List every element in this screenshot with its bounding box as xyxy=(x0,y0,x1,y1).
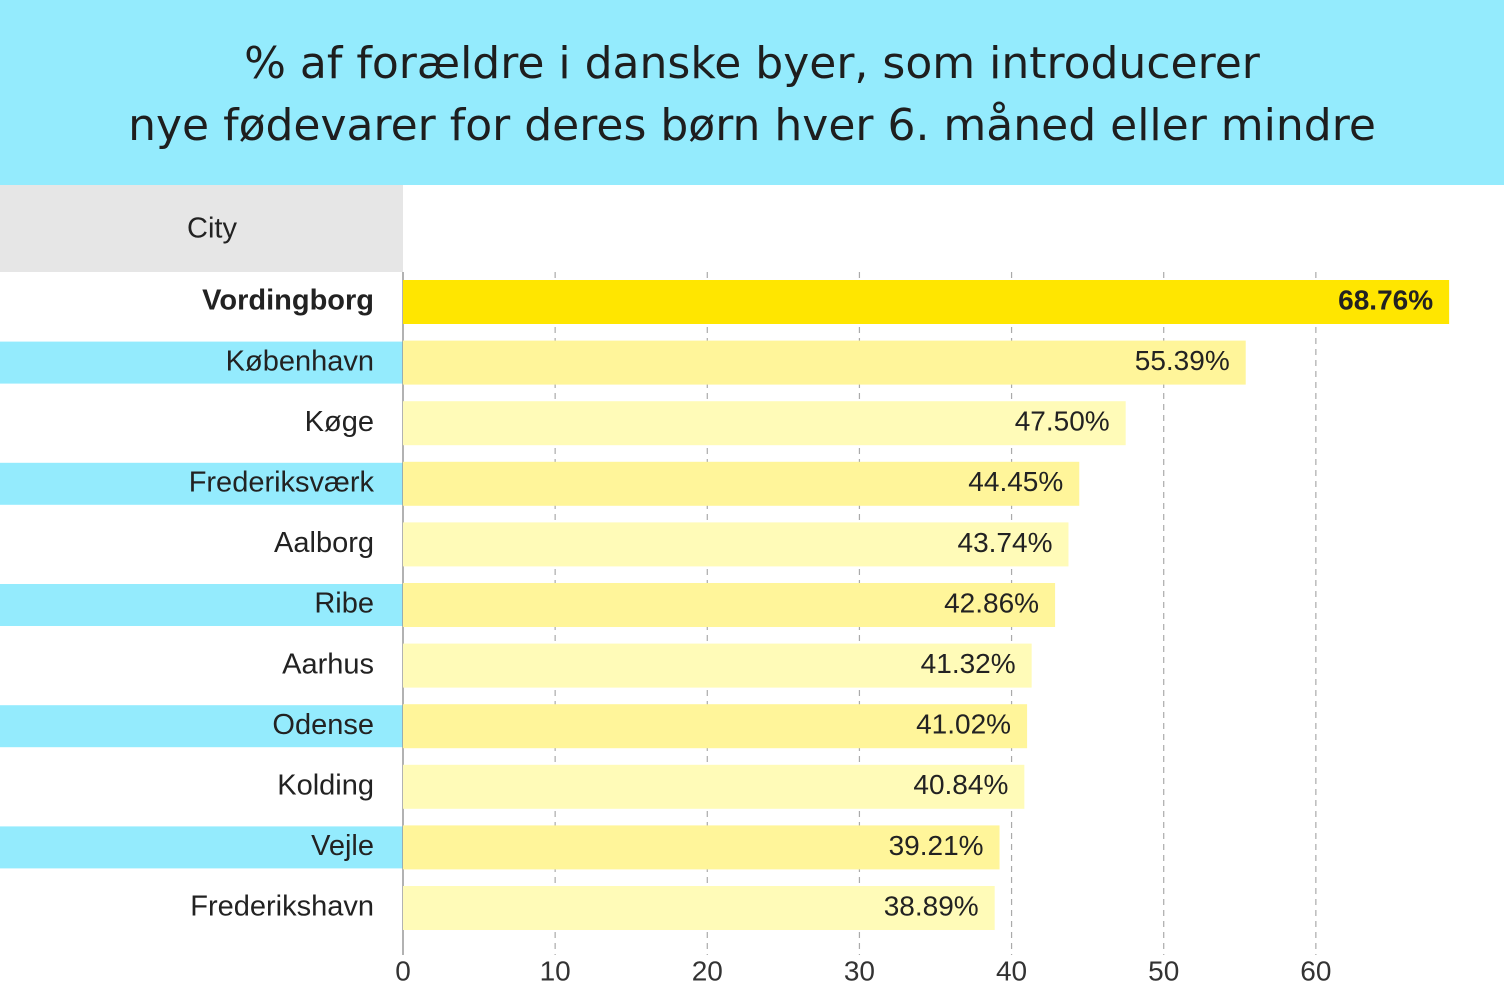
bar xyxy=(403,764,1025,809)
header-cell xyxy=(0,185,403,272)
row-stripe xyxy=(0,826,403,869)
bar xyxy=(403,643,1032,688)
chart-title: % af forældre i danske byer, som introdu… xyxy=(244,38,1261,89)
y-tick-label: Odense xyxy=(272,709,374,741)
x-tick-label: 40 xyxy=(996,955,1027,986)
y-tick-label: Frederikshavn xyxy=(190,891,374,923)
y-axis-title: City xyxy=(187,213,237,245)
bar xyxy=(403,886,995,930)
y-tick-label: Kolding xyxy=(277,769,374,801)
row-stripe xyxy=(0,705,403,748)
bar xyxy=(403,401,1126,446)
data-label: 44.45% xyxy=(968,466,1063,497)
y-tick-label: Ribe xyxy=(314,588,374,620)
x-tick-label: 10 xyxy=(540,955,571,986)
title-band xyxy=(0,0,1504,185)
bar xyxy=(403,340,1246,385)
y-tick-label: København xyxy=(226,345,374,377)
x-tick-label: 50 xyxy=(1148,955,1179,986)
bar xyxy=(403,825,1000,870)
x-tick-label: 0 xyxy=(395,955,411,986)
row-stripe xyxy=(0,341,403,384)
bar xyxy=(403,461,1080,506)
y-tick-label: Vordingborg xyxy=(202,285,374,317)
x-tick-label: 30 xyxy=(844,955,875,986)
y-tick-label: Aarhus xyxy=(282,648,374,680)
data-label: 55.39% xyxy=(1135,345,1230,376)
data-label: 68.76% xyxy=(1338,284,1433,315)
row-stripe xyxy=(0,462,403,505)
bar xyxy=(403,280,1450,324)
data-label: 41.32% xyxy=(921,648,1016,679)
x-tick-label: 20 xyxy=(692,955,723,986)
data-label: 42.86% xyxy=(944,587,1039,618)
data-label: 43.74% xyxy=(958,527,1053,558)
x-tick-label: 60 xyxy=(1300,955,1331,986)
data-label: 38.89% xyxy=(884,890,979,921)
chart-title: nye fødevarer for deres børn hver 6. mån… xyxy=(128,100,1376,151)
data-label: 47.50% xyxy=(1015,406,1110,437)
y-tick-label: Vejle xyxy=(311,830,374,862)
row-stripe xyxy=(0,584,403,626)
bar xyxy=(403,522,1069,567)
bar xyxy=(403,583,1056,627)
data-label: 39.21% xyxy=(889,830,984,861)
bar xyxy=(403,704,1028,749)
y-tick-label: Frederiksværk xyxy=(189,466,375,498)
data-label: 40.84% xyxy=(913,769,1008,800)
data-label: 41.02% xyxy=(916,709,1011,740)
y-tick-label: Aalborg xyxy=(274,527,374,559)
y-tick-label: Køge xyxy=(305,406,374,438)
